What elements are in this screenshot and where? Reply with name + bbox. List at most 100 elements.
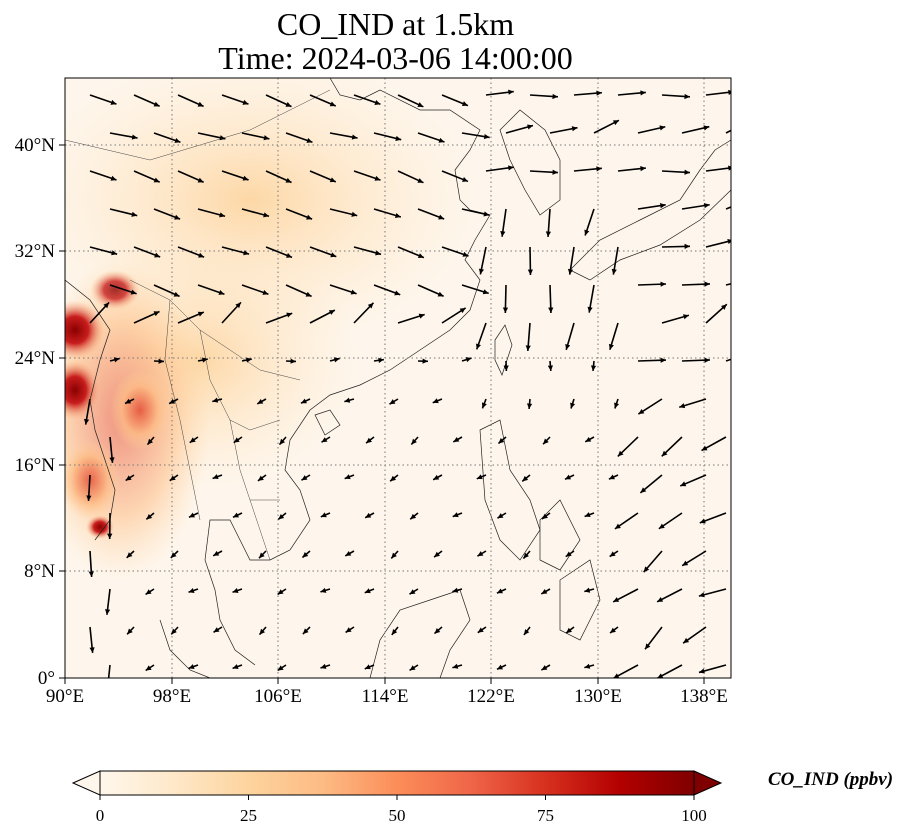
wind-arrow-head xyxy=(232,664,239,670)
wind-arrow-head xyxy=(242,99,249,105)
wind-arrow-head xyxy=(417,253,424,259)
map-title: CO_IND at 1.5km xyxy=(276,6,515,42)
wind-arrow-head xyxy=(682,314,689,320)
map-time: Time: 2024-03-06 14:00:00 xyxy=(218,40,573,76)
wind-arrow-head xyxy=(477,551,484,557)
wind-arrow-head xyxy=(364,588,371,594)
wind-arrow-head xyxy=(329,101,336,107)
wind-arrow-head xyxy=(503,365,509,371)
wind-arrow-head xyxy=(527,124,533,130)
wind-arrow-head xyxy=(684,169,690,175)
colorbar-label: CO_IND (ppbv) xyxy=(768,769,894,790)
wind-arrow-head xyxy=(213,627,220,633)
wind-arrow-head xyxy=(596,166,602,172)
wind-arrow-head xyxy=(218,289,225,295)
map-frame xyxy=(64,77,732,679)
lon-tick-label: 138°E xyxy=(680,686,728,707)
wind-arrow-head xyxy=(483,211,490,217)
wind-arrow-head xyxy=(169,475,176,481)
wind-arrow-head xyxy=(109,457,115,463)
wind-arrow-head xyxy=(259,628,265,635)
wind-arrow-head xyxy=(433,474,440,480)
wind-arrow-head xyxy=(727,238,731,245)
wind-arrow-head xyxy=(747,351,753,356)
wind-arrow-head xyxy=(243,250,250,256)
wind-arrow-head xyxy=(704,357,710,363)
wind-arrow-head xyxy=(411,438,417,445)
wind-arrow-head xyxy=(105,685,110,691)
wind-arrow-head xyxy=(497,513,504,519)
wind-arrow-head xyxy=(395,135,402,141)
wind-arrow-head xyxy=(478,268,485,275)
wind-arrow-head xyxy=(171,628,177,635)
wind-arrow-head xyxy=(542,513,548,520)
wind-arrow-head xyxy=(680,481,687,487)
wind-arrow-head xyxy=(417,178,424,183)
wind-arrow-head xyxy=(394,290,401,296)
wind-arrow-head xyxy=(508,165,514,171)
wind-arrow-head xyxy=(496,588,503,594)
wind-arrow-head xyxy=(679,403,686,409)
wind-arrow-head xyxy=(461,101,468,106)
axis-tick-marks xyxy=(59,144,705,684)
lon-tick-label: 98°E xyxy=(153,686,191,707)
wind-arrow-head xyxy=(643,566,650,573)
wind-arrow-head xyxy=(543,438,549,445)
wind-arrow-head xyxy=(306,137,313,143)
wind-arrow-head xyxy=(263,135,270,141)
wind-arrow-head xyxy=(437,291,444,297)
wind-arrow-head xyxy=(235,302,241,309)
wind-arrow-head xyxy=(438,214,445,220)
wind-arrow-head xyxy=(188,588,195,593)
wind-arrow-head xyxy=(345,550,352,556)
wind-arrow-head xyxy=(522,475,529,482)
wind-arrow-head xyxy=(596,90,602,96)
wind-arrow-head xyxy=(547,365,553,371)
wind-arrow-head xyxy=(197,101,204,107)
wind-arrow-head xyxy=(545,231,552,237)
wind-arrow-head xyxy=(645,643,651,650)
wind-arrow-head xyxy=(374,175,381,181)
wind-arrow-head xyxy=(232,588,239,593)
wind-arrow-head xyxy=(417,102,424,107)
wind-arrow-head xyxy=(285,177,292,183)
wind-arrow-head xyxy=(344,397,351,403)
wind-arrow-head xyxy=(262,290,269,295)
wind-arrow-head xyxy=(523,552,529,559)
wind-arrow xyxy=(725,358,731,362)
wind-arrow-head xyxy=(107,533,113,539)
colorbar-extend-min xyxy=(71,770,101,796)
wind-arrow-head xyxy=(367,302,374,309)
wind-arrow-head xyxy=(660,357,666,363)
wind-arrow-head xyxy=(301,475,308,481)
wind-arrow-head xyxy=(174,214,181,220)
wind-arrow-head xyxy=(541,589,548,594)
wind-arrow xyxy=(725,129,731,134)
wind-arrow-head xyxy=(389,399,396,405)
wind-arrow-head xyxy=(721,304,727,310)
wind-arrow-head xyxy=(320,587,327,593)
wind-arrow-head xyxy=(614,402,620,409)
wind-arrow-head xyxy=(526,403,533,409)
wind-arrow-head xyxy=(640,166,646,172)
wind-arrow-head xyxy=(566,627,572,634)
lat-tick-label: 32°N xyxy=(15,241,56,262)
wind-arrow-head xyxy=(523,629,530,635)
colorbar-tick-label: 0 xyxy=(95,806,105,825)
wind-arrow-head xyxy=(130,289,137,295)
wind-arrow-head xyxy=(345,627,352,633)
wind-arrow-head xyxy=(257,398,264,404)
wind-arrow-head xyxy=(525,345,531,351)
wind-arrow-head xyxy=(659,125,666,131)
wind-arrow-head xyxy=(661,450,668,457)
wind-arrow-head xyxy=(364,664,371,670)
wind-arrow-head xyxy=(277,665,284,671)
wind-arrow-head xyxy=(659,203,666,209)
wind-arrow-head xyxy=(699,668,705,674)
wind-arrow-head xyxy=(125,398,132,404)
wind-arrow-head xyxy=(500,231,506,237)
wind-arrow-head xyxy=(219,212,226,218)
wind-arrow-head xyxy=(409,589,416,595)
colorbar-extend-max xyxy=(693,770,723,796)
wind-arrow-head xyxy=(418,313,425,319)
